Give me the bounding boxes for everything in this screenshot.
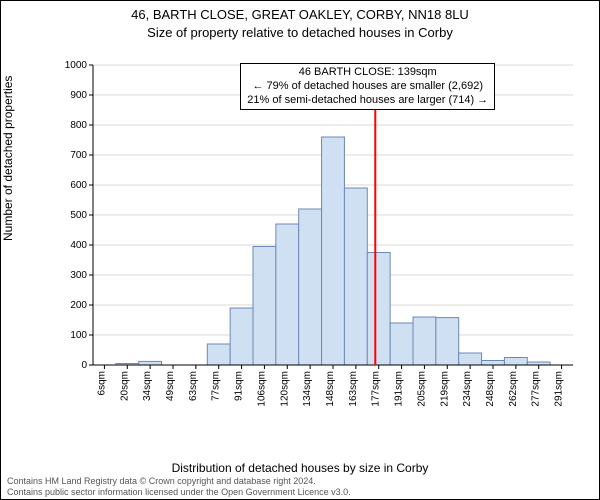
svg-text:600: 600 [70, 180, 87, 191]
y-axis-label: Number of detached properties [1, 76, 15, 241]
svg-text:91sqm: 91sqm [234, 371, 245, 401]
svg-text:248sqm: 248sqm [485, 371, 496, 407]
svg-text:234sqm: 234sqm [462, 371, 473, 407]
svg-text:49sqm: 49sqm [165, 371, 176, 401]
footer-attribution: Contains HM Land Registry data © Crown c… [7, 476, 351, 497]
subtitle: Size of property relative to detached ho… [1, 25, 599, 40]
svg-text:191sqm: 191sqm [394, 371, 405, 407]
svg-text:500: 500 [70, 210, 87, 221]
svg-text:277sqm: 277sqm [531, 371, 542, 407]
svg-text:163sqm: 163sqm [348, 371, 359, 407]
annotation-line-1: 46 BARTH CLOSE: 139sqm [247, 66, 488, 80]
svg-text:291sqm: 291sqm [554, 371, 565, 407]
address-title: 46, BARTH CLOSE, GREAT OAKLEY, CORBY, NN… [1, 7, 599, 22]
svg-text:63sqm: 63sqm [188, 371, 199, 401]
svg-text:106sqm: 106sqm [256, 371, 267, 407]
annotation-box: 46 BARTH CLOSE: 139sqm← 79% of detached … [240, 63, 495, 110]
svg-text:6sqm: 6sqm [96, 371, 107, 395]
svg-text:100: 100 [70, 330, 87, 341]
svg-text:205sqm: 205sqm [416, 371, 427, 407]
svg-text:200: 200 [70, 300, 87, 311]
svg-text:34sqm: 34sqm [142, 371, 153, 401]
annotation-line-3: 21% of semi-detached houses are larger (… [247, 94, 488, 108]
svg-text:800: 800 [70, 120, 87, 131]
svg-text:0: 0 [81, 360, 87, 371]
footer-line-1: Contains HM Land Registry data © Crown c… [7, 476, 351, 486]
svg-text:134sqm: 134sqm [302, 371, 313, 407]
svg-text:77sqm: 77sqm [211, 371, 222, 401]
chart-svg: 0 100 200 300 400 500 600 700 800 900 1000 6sqm 20sq… [59, 61, 579, 421]
svg-text:900: 900 [70, 90, 87, 101]
svg-text:400: 400 [70, 240, 87, 251]
plot-area: 0 100 200 300 400 500 600 700 800 900 1000 6sqm 20sq… [59, 61, 579, 421]
svg-text:262sqm: 262sqm [508, 371, 519, 407]
svg-text:148sqm: 148sqm [325, 371, 336, 407]
x-axis-label: Distribution of detached houses by size … [1, 461, 599, 475]
svg-text:219sqm: 219sqm [439, 371, 450, 407]
annotation-line-2: ← 79% of detached houses are smaller (2,… [247, 80, 488, 94]
footer-line-2: Contains public sector information licen… [7, 487, 351, 497]
chart-container: 46, BARTH CLOSE, GREAT OAKLEY, CORBY, NN… [0, 0, 600, 500]
svg-text:700: 700 [70, 150, 87, 161]
svg-text:177sqm: 177sqm [371, 371, 382, 407]
svg-text:20sqm: 20sqm [119, 371, 130, 401]
svg-text:120sqm: 120sqm [279, 371, 290, 407]
svg-text:1000: 1000 [65, 61, 88, 71]
svg-text:300: 300 [70, 270, 87, 281]
